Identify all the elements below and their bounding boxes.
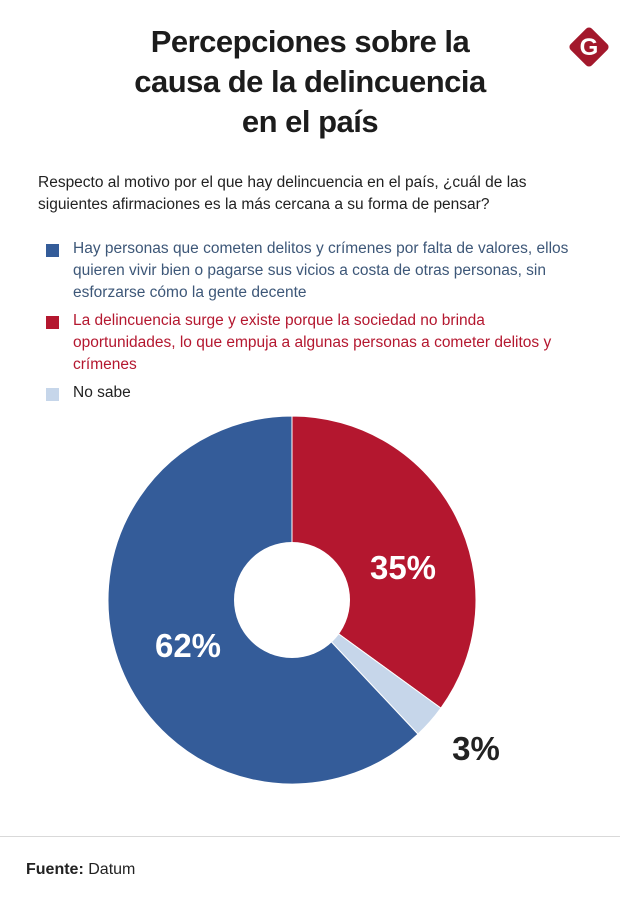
title-line: en el país (241, 104, 379, 139)
legend-swatch (46, 244, 59, 257)
legend-label: No sabe (73, 384, 131, 401)
source-value: Datum (88, 861, 136, 878)
donut-chart: 35% 3% 62% (107, 415, 500, 785)
legend-swatch (46, 316, 59, 329)
title-line: Percepciones sobre la (150, 24, 470, 59)
legend-label: La delincuencia surge y existe porque la… (73, 312, 552, 373)
legend-item: Hay personas que cometen delitos y críme… (46, 238, 576, 304)
brand-logo: G (569, 27, 609, 67)
source-label: Fuente: (26, 861, 84, 878)
legend-item: No sabe (46, 382, 576, 404)
divider (0, 836, 620, 837)
pie-slice (291, 415, 477, 709)
title-line: causa de la delincuencia (134, 64, 486, 99)
legend-swatch (46, 388, 59, 401)
data-label: 35% (370, 549, 436, 586)
legend-label: Hay personas que cometen delitos y críme… (73, 240, 569, 301)
legend: Hay personas que cometen delitos y críme… (46, 238, 576, 410)
data-label: 3% (452, 730, 500, 767)
donut-hole (234, 542, 350, 658)
legend-item: La delincuencia surge y existe porque la… (46, 310, 576, 376)
source-note: Fuente: Datum (26, 861, 135, 879)
data-label: 62% (155, 627, 221, 664)
survey-question: Respecto al motivo por el que hay delinc… (38, 174, 527, 213)
logo-letter: G (580, 34, 599, 61)
chart-title: Percepciones sobre la causa de la delinc… (60, 22, 560, 142)
